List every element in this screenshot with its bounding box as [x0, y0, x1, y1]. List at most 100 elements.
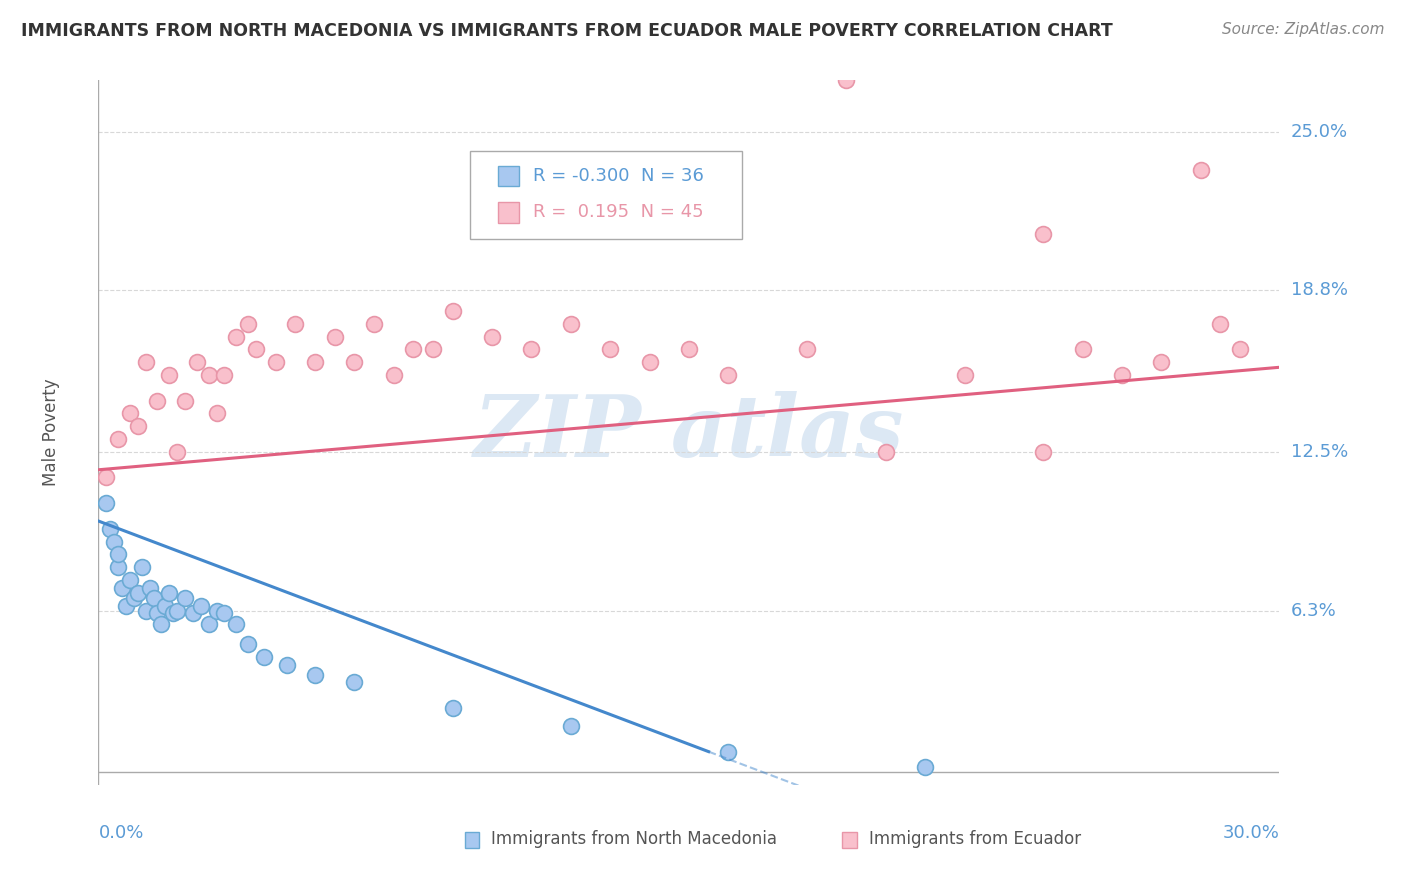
Point: [953, 368, 976, 382]
Point: [264, 355, 287, 369]
Point: [107, 560, 129, 574]
Point: [146, 393, 169, 408]
Text: IMMIGRANTS FROM NORTH MACEDONIA VS IMMIGRANTS FROM ECUADOR MALE POVERTY CORRELAT: IMMIGRANTS FROM NORTH MACEDONIA VS IMMIG…: [21, 22, 1112, 40]
Point: [638, 355, 661, 369]
Point: [276, 657, 298, 672]
Point: [796, 343, 818, 357]
Point: [181, 607, 204, 621]
Point: [157, 368, 180, 382]
Point: [304, 667, 326, 681]
Point: [520, 343, 543, 357]
Point: [146, 607, 169, 621]
Point: [717, 745, 740, 759]
FancyBboxPatch shape: [464, 832, 479, 848]
Point: [122, 591, 145, 605]
Point: [166, 604, 188, 618]
Point: [1111, 368, 1133, 382]
Point: [166, 445, 188, 459]
Text: Source: ZipAtlas.com: Source: ZipAtlas.com: [1222, 22, 1385, 37]
Point: [253, 649, 276, 664]
Point: [225, 329, 247, 343]
Point: [157, 586, 180, 600]
Point: [118, 406, 141, 420]
Point: [98, 522, 121, 536]
Point: [402, 343, 425, 357]
Point: [214, 368, 236, 382]
Text: 0.0%: 0.0%: [98, 824, 143, 842]
Point: [225, 616, 247, 631]
Point: [363, 317, 385, 331]
Point: [1209, 317, 1232, 331]
Point: [96, 496, 118, 510]
Point: [1071, 343, 1094, 357]
Point: [678, 343, 700, 357]
Text: 12.5%: 12.5%: [1291, 442, 1348, 461]
FancyBboxPatch shape: [471, 151, 742, 239]
Text: 25.0%: 25.0%: [1291, 122, 1348, 141]
Point: [481, 329, 503, 343]
Point: [835, 73, 858, 87]
Text: Immigrants from Ecuador: Immigrants from Ecuador: [869, 830, 1081, 848]
Point: [875, 445, 897, 459]
Point: [422, 343, 444, 357]
Point: [284, 317, 307, 331]
Point: [1189, 163, 1212, 178]
Point: [323, 329, 346, 343]
Point: [138, 581, 160, 595]
Point: [236, 637, 259, 651]
Point: [174, 591, 197, 605]
Point: [914, 760, 936, 774]
Text: ZIP atlas: ZIP atlas: [474, 391, 904, 475]
Point: [197, 368, 219, 382]
Point: [560, 719, 582, 733]
Point: [1032, 227, 1054, 241]
Point: [717, 368, 740, 382]
Text: 18.8%: 18.8%: [1291, 281, 1347, 300]
Point: [135, 604, 157, 618]
Text: Immigrants from North Macedonia: Immigrants from North Macedonia: [491, 830, 778, 848]
Point: [560, 317, 582, 331]
Point: [107, 547, 129, 561]
Text: 6.3%: 6.3%: [1291, 602, 1336, 620]
Point: [111, 581, 134, 595]
Point: [127, 586, 149, 600]
Point: [343, 355, 366, 369]
Point: [205, 604, 228, 618]
Point: [135, 355, 157, 369]
Point: [236, 317, 259, 331]
Point: [382, 368, 405, 382]
FancyBboxPatch shape: [498, 166, 519, 186]
Point: [1150, 355, 1173, 369]
Point: [103, 534, 125, 549]
Point: [131, 560, 153, 574]
Point: [245, 343, 267, 357]
Point: [155, 599, 177, 613]
Point: [118, 573, 141, 587]
Point: [162, 607, 184, 621]
Point: [441, 304, 464, 318]
Point: [197, 616, 219, 631]
Point: [1032, 445, 1054, 459]
Point: [107, 432, 129, 446]
Text: Male Poverty: Male Poverty: [42, 379, 60, 486]
FancyBboxPatch shape: [498, 202, 519, 223]
Point: [150, 616, 173, 631]
Point: [205, 406, 228, 420]
Point: [190, 599, 212, 613]
Point: [304, 355, 326, 369]
Point: [115, 599, 138, 613]
Point: [186, 355, 208, 369]
Point: [441, 701, 464, 715]
Point: [127, 419, 149, 434]
Point: [96, 470, 118, 484]
Point: [142, 591, 165, 605]
Text: 30.0%: 30.0%: [1223, 824, 1279, 842]
Point: [1229, 343, 1251, 357]
Text: R = -0.300  N = 36: R = -0.300 N = 36: [533, 167, 704, 185]
Point: [214, 607, 236, 621]
Point: [174, 393, 197, 408]
Text: R =  0.195  N = 45: R = 0.195 N = 45: [533, 203, 703, 221]
Point: [343, 675, 366, 690]
Point: [599, 343, 621, 357]
FancyBboxPatch shape: [842, 832, 858, 848]
